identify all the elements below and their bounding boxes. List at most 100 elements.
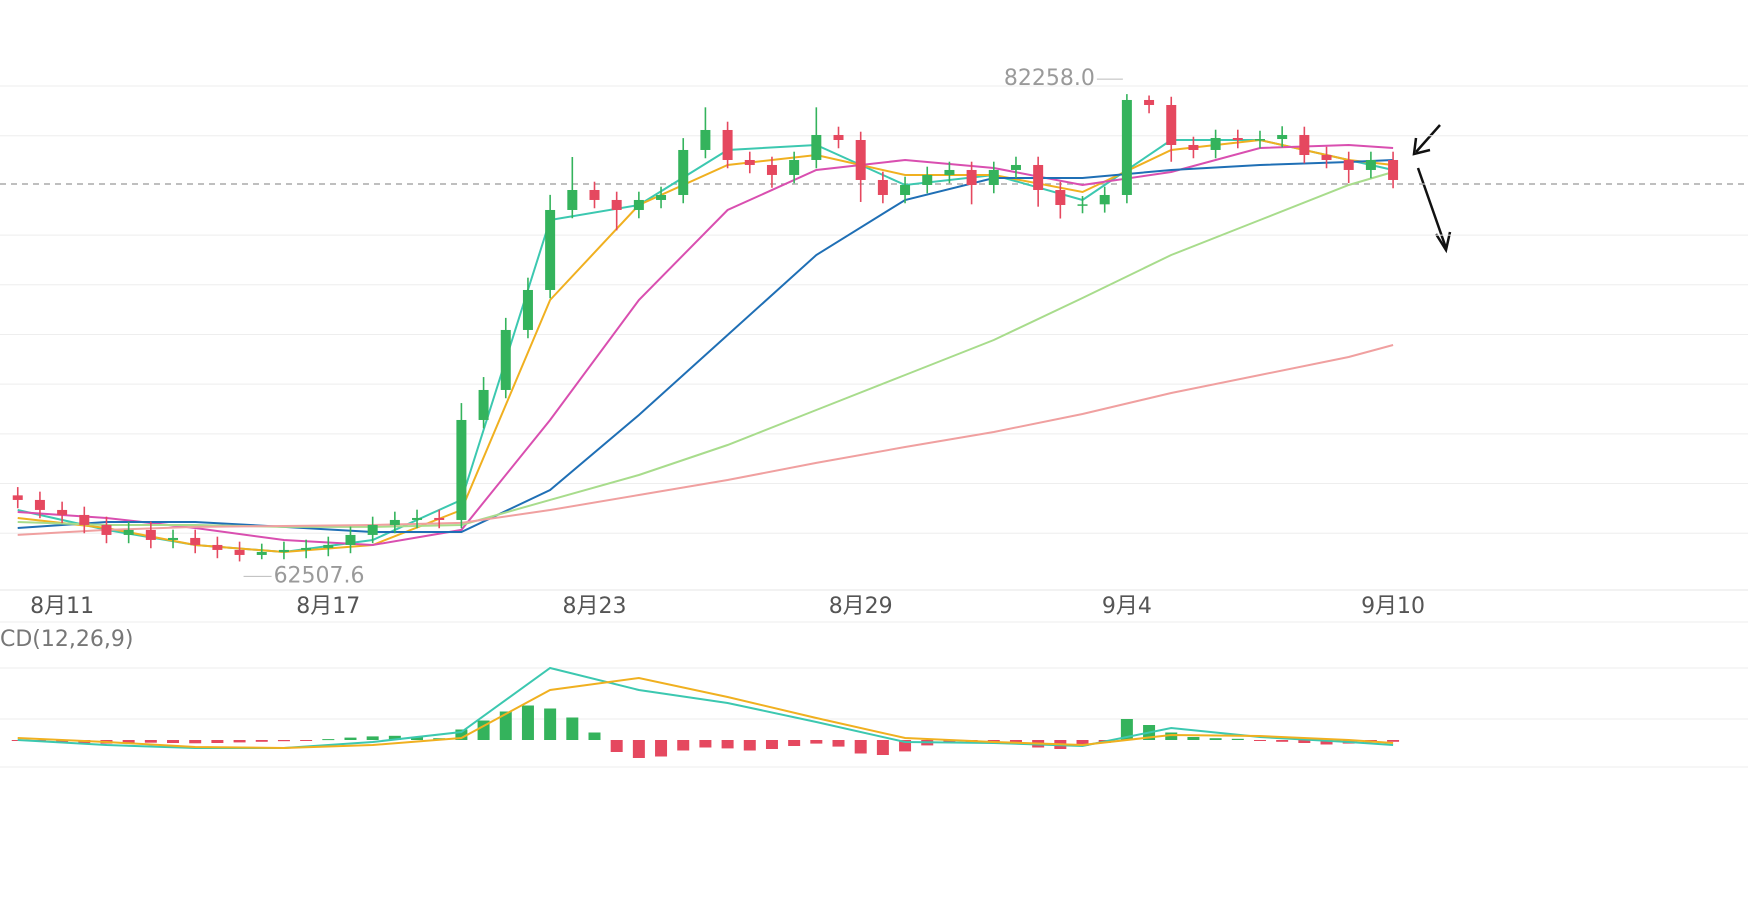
candle-body <box>833 134 844 140</box>
candle-body <box>1055 189 1066 205</box>
macd-bar <box>366 736 379 740</box>
low-label: 62507.6 <box>274 563 365 588</box>
macd-bar <box>211 740 224 743</box>
candle-body <box>456 419 467 520</box>
macd-bar <box>1253 740 1266 741</box>
x-tick-label: 9月10 <box>1361 594 1425 619</box>
candle-body <box>589 189 600 200</box>
candle-body <box>301 547 312 550</box>
candle-body <box>1299 134 1310 155</box>
macd-bar <box>899 740 912 752</box>
arrow-head <box>1412 137 1431 156</box>
candle-body <box>212 544 223 550</box>
candle-body <box>1166 105 1177 145</box>
candle-body <box>57 509 68 515</box>
arrow <box>1415 124 1441 153</box>
candle-body <box>877 179 888 195</box>
x-tick-label: 8月17 <box>296 594 360 619</box>
candle-body <box>545 209 556 290</box>
candle-body <box>744 159 755 165</box>
candle-body <box>168 537 179 540</box>
candle-body <box>611 199 622 210</box>
macd-bar <box>122 740 135 743</box>
candle-body <box>1343 159 1354 170</box>
macd-bar <box>455 729 468 740</box>
macd-bar <box>987 740 1000 742</box>
candle-body <box>922 174 933 185</box>
candle-body <box>766 164 777 175</box>
candle-body <box>412 517 423 520</box>
candle-body <box>656 194 667 200</box>
macd-bar <box>588 732 601 740</box>
candle-body <box>1365 159 1376 170</box>
macd-bar <box>854 740 867 754</box>
macd-bar <box>788 740 801 746</box>
candle-body <box>900 184 911 195</box>
candle-body <box>1232 137 1243 140</box>
candle-body <box>500 329 511 390</box>
x-tick-label: 8月23 <box>562 594 626 619</box>
macd-bar <box>1209 738 1222 740</box>
candle-body <box>256 551 267 555</box>
candle-body <box>12 495 23 500</box>
x-tick-label: 8月29 <box>829 594 893 619</box>
macd-bar <box>566 717 579 740</box>
macd-bar <box>677 740 690 751</box>
candle-body <box>145 529 156 540</box>
macd-title: CD(12,26,9) <box>0 627 133 652</box>
candle-body <box>101 524 112 535</box>
macd-bar <box>189 740 202 744</box>
candle-body <box>1077 204 1088 206</box>
ma-line <box>17 171 1394 528</box>
ma-line <box>17 143 1394 547</box>
macd-bar <box>233 740 246 743</box>
x-tick-label: 8月11 <box>30 594 94 619</box>
ma-line <box>17 344 1394 536</box>
macd-bar <box>388 735 401 740</box>
candle-body <box>855 139 866 180</box>
candle-body <box>1010 164 1021 170</box>
candle-body <box>34 499 45 510</box>
candle-body <box>478 389 489 420</box>
macd-bar <box>721 740 734 749</box>
macd-bar <box>1320 740 1333 745</box>
candle-body <box>988 169 999 185</box>
x-tick-label: 9月4 <box>1102 594 1152 619</box>
macd-bar <box>344 737 357 740</box>
candle-body <box>1144 99 1155 106</box>
macd-bar <box>255 740 268 742</box>
candle-body <box>1277 134 1288 140</box>
candle-body <box>1388 159 1399 180</box>
candle-body <box>278 549 289 552</box>
macd-bar <box>544 708 557 740</box>
candle-body <box>234 549 245 555</box>
candle-body <box>79 514 90 525</box>
candle-body <box>567 189 578 210</box>
macd-bar <box>765 740 778 749</box>
candle-body <box>367 524 378 535</box>
candle-body <box>722 129 733 160</box>
ma-line <box>17 676 1394 750</box>
candle-body <box>633 199 644 210</box>
macd-bar <box>832 740 845 747</box>
macd-bar <box>1165 732 1178 740</box>
macd-bar <box>699 740 712 748</box>
macd-bar <box>300 740 313 741</box>
candle-body <box>789 159 800 175</box>
candle-body <box>123 529 134 535</box>
candle-body <box>434 517 445 520</box>
macd-bar <box>632 740 645 758</box>
candle-body <box>1121 99 1132 195</box>
candle-body <box>190 537 201 545</box>
candle-body <box>522 289 533 330</box>
macd-bar <box>322 739 335 741</box>
candle-body <box>1254 139 1265 141</box>
high-label: 82258.0 <box>1004 66 1095 91</box>
macd-bar <box>655 740 668 757</box>
candle-body <box>1210 137 1221 150</box>
macd-bar <box>144 740 157 743</box>
candle-body <box>323 544 334 548</box>
macd-bar <box>499 711 512 740</box>
macd-bar <box>610 740 623 752</box>
macd-bar <box>277 740 290 742</box>
